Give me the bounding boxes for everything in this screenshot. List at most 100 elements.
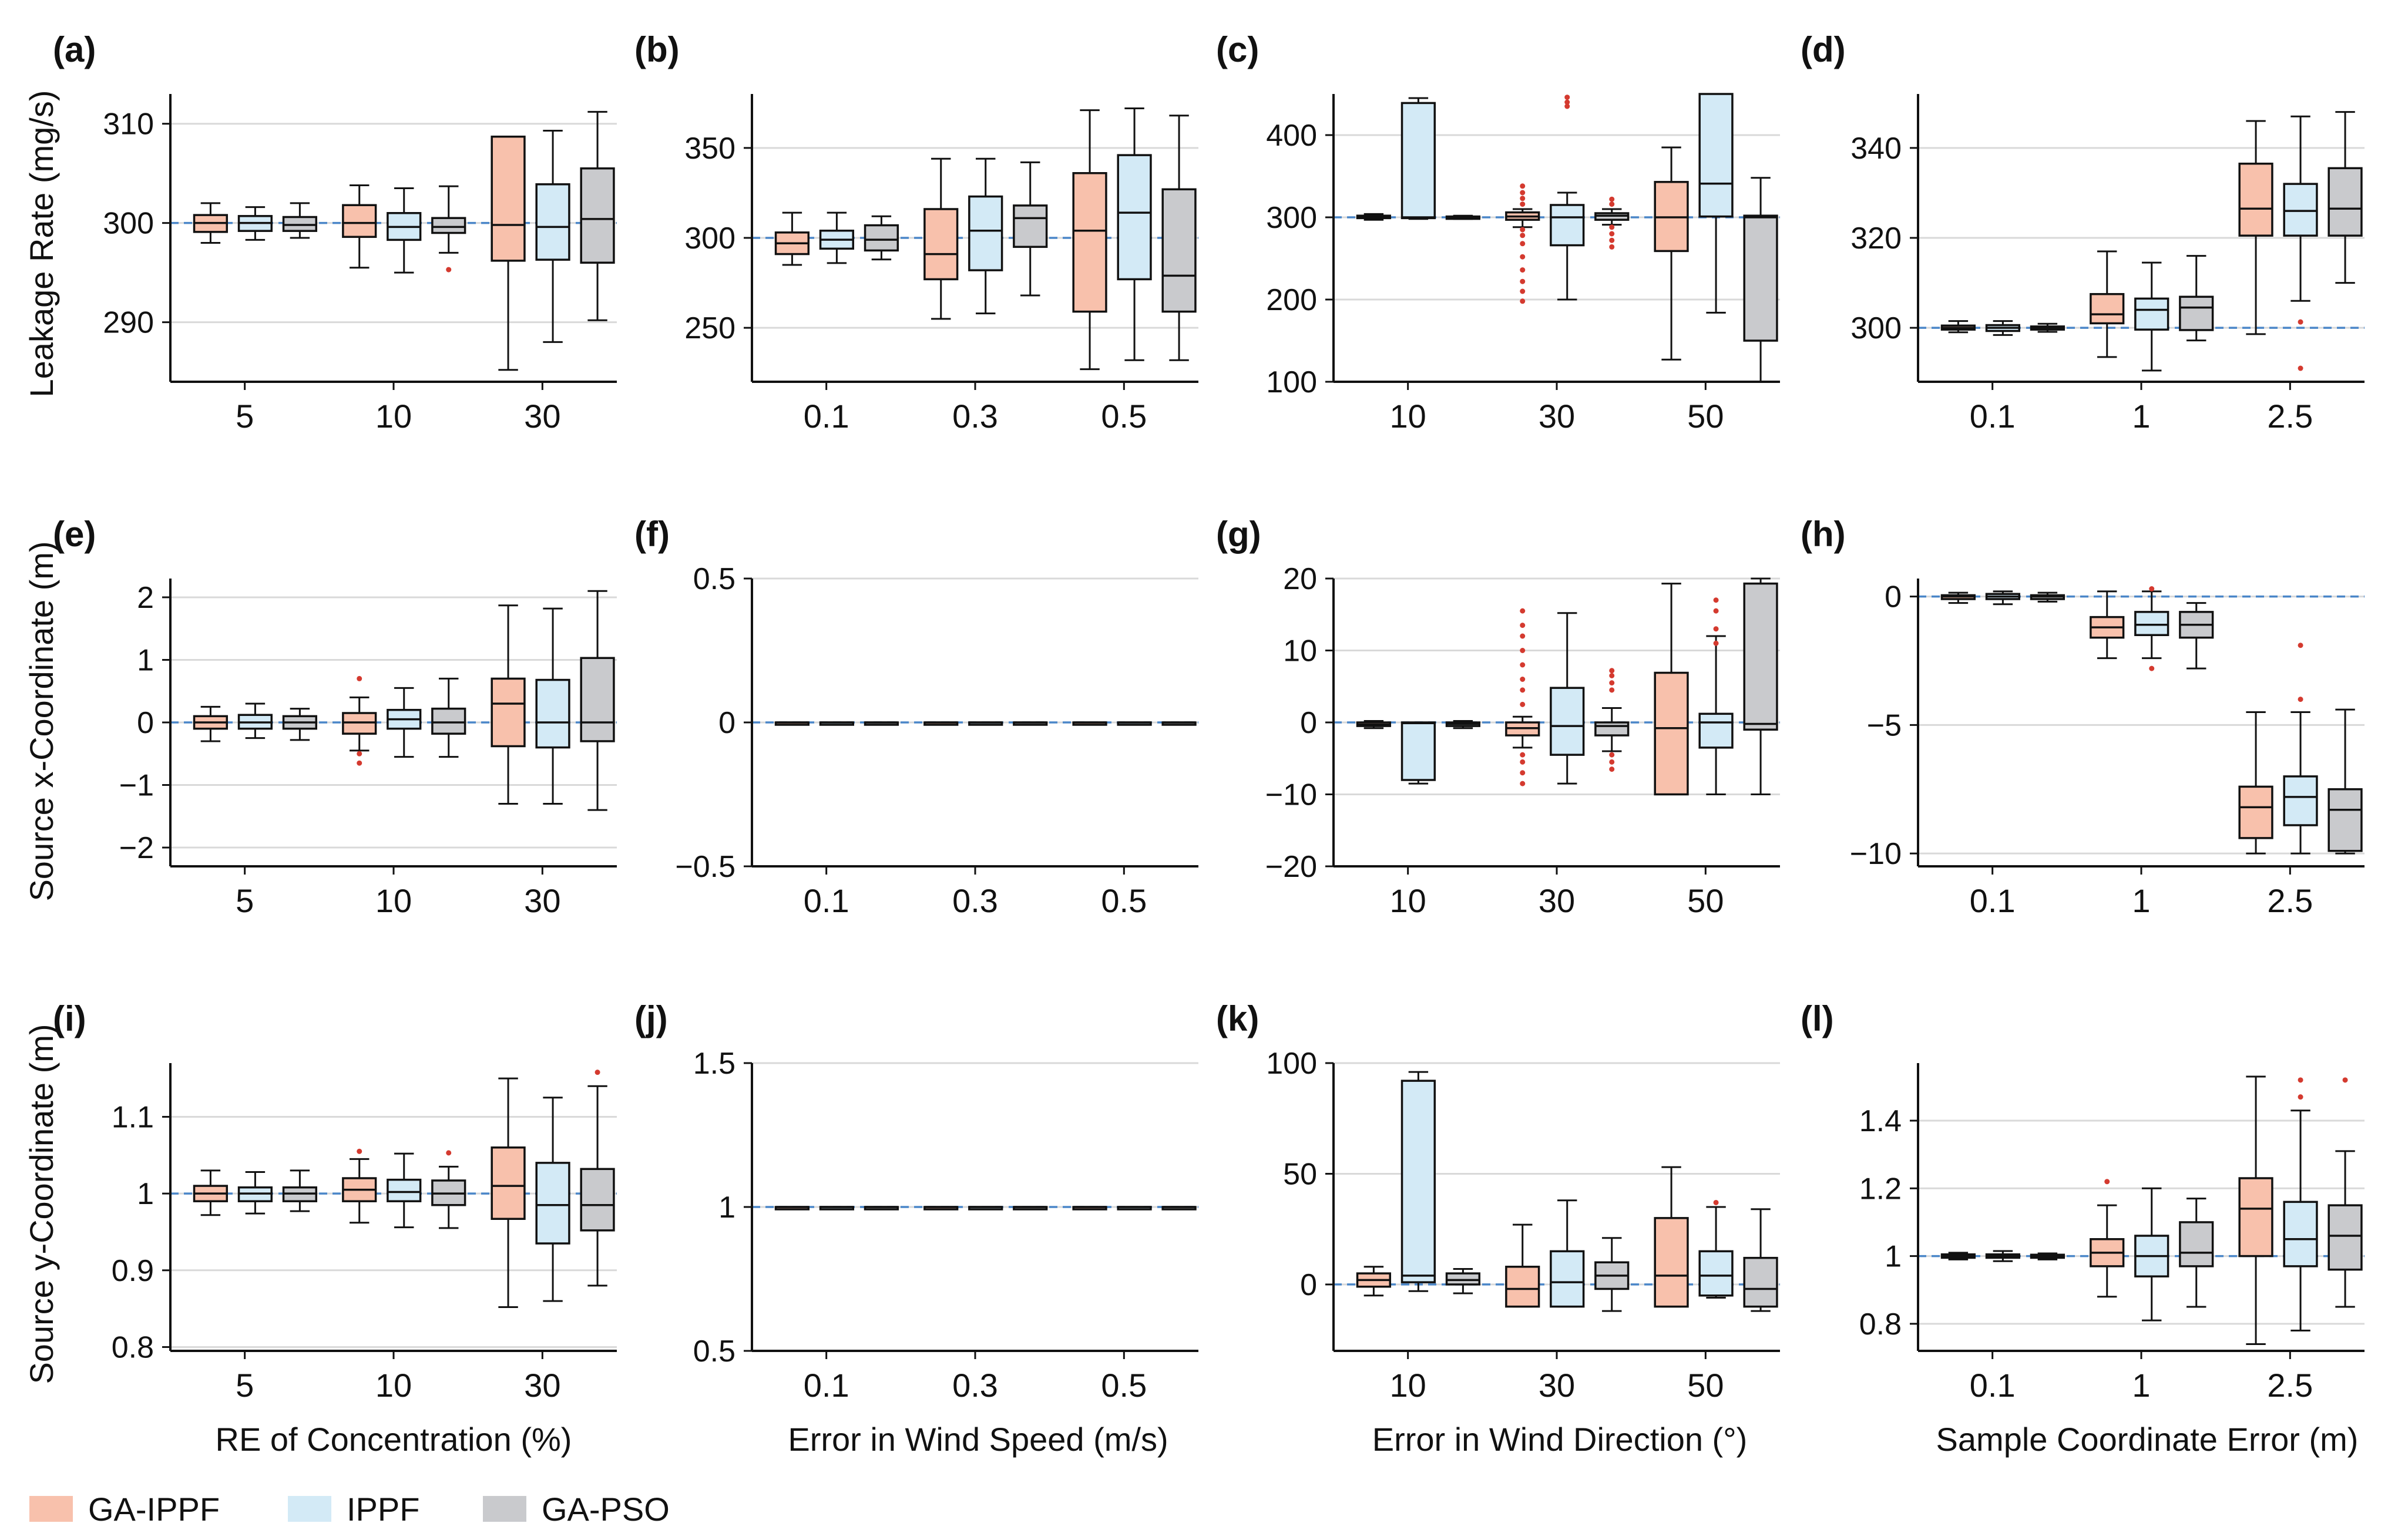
- column-x-labels: RE of Concentration (%) Error in Wind Sp…: [216, 1421, 2359, 1458]
- y-tick-label: 350: [684, 132, 735, 166]
- legend-swatch-ga-pso: [483, 1496, 526, 1522]
- box-ga-ippf: [774, 1206, 810, 1211]
- y-tick-label: −5: [1867, 708, 1902, 742]
- x-tick-label: 30: [1539, 882, 1575, 919]
- y-tick-label: 1.1: [112, 1100, 154, 1134]
- box-ga-pso: [282, 708, 318, 741]
- legend-item-ga-pso: GA-PSO: [483, 1491, 670, 1528]
- y-tick-label: 0.8: [1859, 1307, 1902, 1341]
- y-tick-label: 300: [103, 207, 154, 241]
- outlier-point: [1520, 190, 1526, 196]
- legend-item-ga-ippf: GA-IPPF: [29, 1491, 220, 1528]
- y-tick-label: 100: [1266, 365, 1317, 399]
- box-ga-ippf: [2238, 1075, 2273, 1345]
- panel-label: (c): [1216, 30, 1259, 69]
- outlier-point: [2104, 1179, 2110, 1185]
- panel-label: (g): [1216, 515, 1261, 554]
- box-ga-pso: [1594, 1237, 1630, 1312]
- box-ga-pso: [1445, 1268, 1481, 1294]
- box-ippf: [1550, 95, 1585, 301]
- box-body: [580, 1168, 615, 1232]
- x-tick-label: 1: [2132, 1367, 2150, 1404]
- x-tick-label: 30: [1539, 1367, 1575, 1404]
- x-tick-label: 0.1: [804, 1367, 849, 1404]
- x-axis-label-2: Error in Wind Direction (°): [1372, 1421, 1748, 1458]
- box-ippf: [1550, 1199, 1585, 1308]
- panel-9: (j) 0.5 1 1.5 0.1 0.3 0.5: [634, 999, 1198, 1404]
- box-body: [2283, 775, 2318, 826]
- box-ippf: [1550, 612, 1585, 785]
- box-body: [2134, 611, 2169, 636]
- box-ga-ippf: [923, 157, 959, 320]
- y-tick-label: 1.4: [1859, 1104, 1902, 1138]
- outlier-point: [1564, 95, 1570, 100]
- y-tick-label: 20: [1283, 562, 1317, 596]
- box-ippf: [237, 206, 273, 241]
- x-tick-label: 50: [1687, 882, 1724, 919]
- outlier-point: [1609, 231, 1615, 237]
- legend-label-ippf: IPPF: [347, 1491, 419, 1528]
- outlier-point: [1609, 224, 1615, 230]
- outlier-point: [2342, 1077, 2348, 1083]
- x-tick-label: 10: [375, 882, 412, 919]
- x-tick-label: 50: [1687, 398, 1724, 435]
- box-ga-pso: [1594, 668, 1630, 772]
- box-body: [1550, 1250, 1585, 1308]
- box-ga-ippf: [1356, 1266, 1392, 1297]
- panel-label: (l): [1801, 999, 1834, 1038]
- box-body: [1445, 1272, 1481, 1286]
- box-ga-ippf: [1072, 721, 1107, 726]
- box-ga-ippf: [1356, 720, 1392, 729]
- box-body: [2283, 1201, 2318, 1267]
- box-ippf: [1985, 320, 2021, 336]
- box-ippf: [819, 211, 855, 264]
- box-body: [1013, 204, 1048, 248]
- outlier-point: [1609, 752, 1615, 758]
- box-body: [2238, 785, 2273, 839]
- y-tick-label: 300: [1266, 201, 1317, 235]
- panel-label: (a): [53, 30, 96, 69]
- y-tick-label: 100: [1266, 1047, 1317, 1081]
- x-tick-label: 30: [524, 1367, 560, 1404]
- box-ippf: [2283, 643, 2318, 855]
- box-ippf: [535, 130, 570, 343]
- y-tick-label: 0.8: [112, 1330, 154, 1364]
- outlier-point: [357, 1148, 362, 1154]
- x-tick-label: 50: [1687, 1367, 1724, 1404]
- box-ippf: [1698, 1199, 1734, 1299]
- box-body: [1505, 1266, 1540, 1308]
- y-tick-label: 50: [1283, 1157, 1317, 1191]
- outlier-point: [2298, 697, 2303, 702]
- box-ga-pso: [2179, 1198, 2214, 1308]
- box-ga-ippf: [1505, 183, 1540, 304]
- panel-10: (k) 0 50 100 10 30 50: [1216, 999, 1780, 1404]
- y-tick-label: 0.5: [693, 562, 735, 596]
- box-body: [491, 1146, 526, 1220]
- box-ga-pso: [2179, 602, 2214, 670]
- x-axis-label-1: Error in Wind Speed (m/s): [788, 1421, 1168, 1458]
- y-tick-label: 0: [1885, 580, 1902, 614]
- box-body: [1698, 93, 1734, 218]
- outlier-point: [2149, 665, 2155, 671]
- y-tick-label: 200: [1266, 283, 1317, 317]
- box-ga-pso: [2179, 255, 2214, 342]
- y-tick-label: 1.5: [693, 1047, 735, 1081]
- box-ippf: [968, 157, 1003, 315]
- outlier-point: [1520, 278, 1526, 284]
- box-body: [2179, 1221, 2214, 1267]
- box-ga-ippf: [774, 721, 810, 726]
- box-ga-ippf: [342, 1148, 377, 1224]
- box-ga-ippf: [1940, 320, 1976, 334]
- box-ga-pso: [431, 1150, 466, 1229]
- x-tick-label: 2.5: [2267, 882, 2313, 919]
- box-body: [580, 657, 615, 742]
- box-ga-pso: [1013, 1206, 1048, 1211]
- outlier-point: [1520, 227, 1526, 233]
- box-ga-ippf: [342, 184, 377, 269]
- box-ippf: [2283, 115, 2318, 371]
- x-tick-label: 0.1: [804, 882, 849, 919]
- y-tick-label: 250: [684, 311, 735, 345]
- box-body: [535, 678, 570, 749]
- x-tick-label: 0.1: [1970, 398, 2016, 435]
